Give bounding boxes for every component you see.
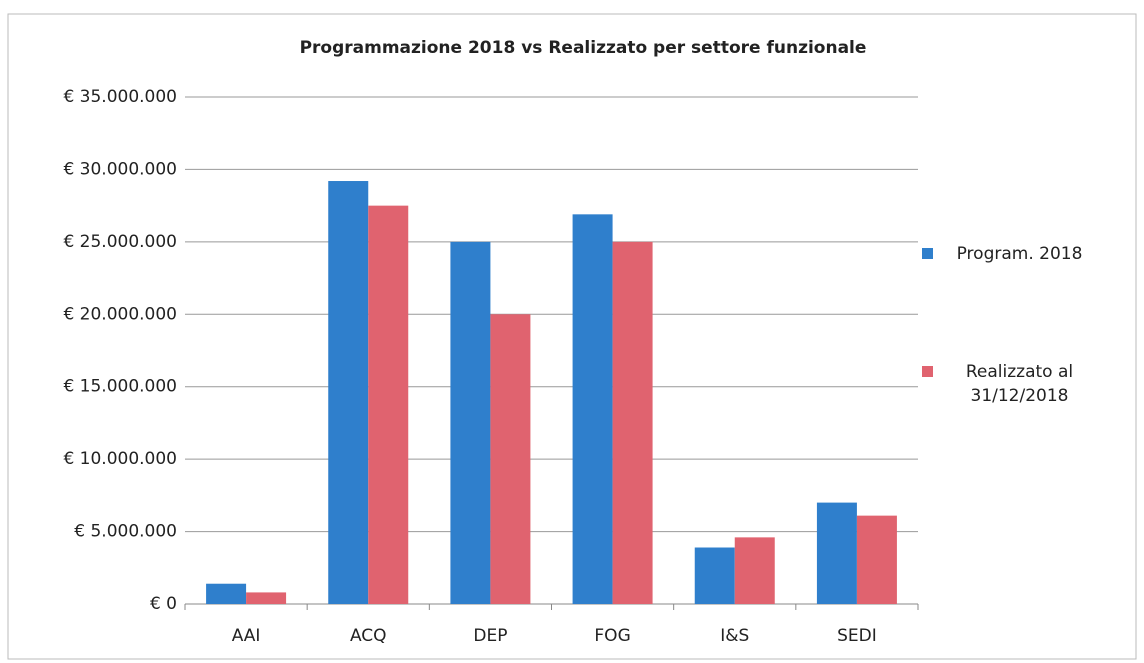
- y-tick-label: € 20.000.000: [63, 304, 177, 324]
- legend-swatch: [922, 366, 933, 377]
- x-tick-label: AAI: [232, 626, 261, 646]
- bar: [694, 547, 735, 604]
- y-tick-label: € 0: [150, 594, 177, 614]
- x-tick-label: FOG: [594, 626, 630, 646]
- bar: [572, 214, 613, 604]
- y-tick-label: € 25.000.000: [63, 232, 177, 252]
- bar: [328, 181, 369, 604]
- legend-swatch: [922, 248, 933, 259]
- chart-title: Programmazione 2018 vs Realizzato per se…: [300, 38, 867, 58]
- bar: [450, 241, 491, 604]
- y-tick-label: € 10.000.000: [63, 449, 177, 469]
- bar: [816, 502, 857, 604]
- legend-label: Program. 2018: [956, 244, 1083, 264]
- bar: [612, 241, 653, 604]
- bar: [856, 515, 897, 604]
- x-tick-label: SEDI: [837, 626, 877, 646]
- legend-label: Realizzato al 31/12/2018: [965, 362, 1074, 406]
- x-tick-label: I&S: [720, 626, 749, 646]
- x-tick-label: ACQ: [350, 626, 387, 646]
- chart-border: [7, 13, 1137, 660]
- y-tick-label: € 5.000.000: [74, 522, 177, 542]
- legend-item: Program. 2018: [922, 242, 1122, 266]
- y-tick-label: € 15.000.000: [63, 377, 177, 397]
- bar: [246, 592, 287, 604]
- bar: [368, 205, 409, 604]
- legend-item: Realizzato al 31/12/2018: [922, 360, 1122, 408]
- x-tick-label: DEP: [473, 626, 507, 646]
- bar: [490, 314, 531, 604]
- bar: [206, 583, 247, 604]
- y-tick-label: € 35.000.000: [63, 87, 177, 107]
- bar: [734, 537, 775, 604]
- y-tick-label: € 30.000.000: [63, 159, 177, 179]
